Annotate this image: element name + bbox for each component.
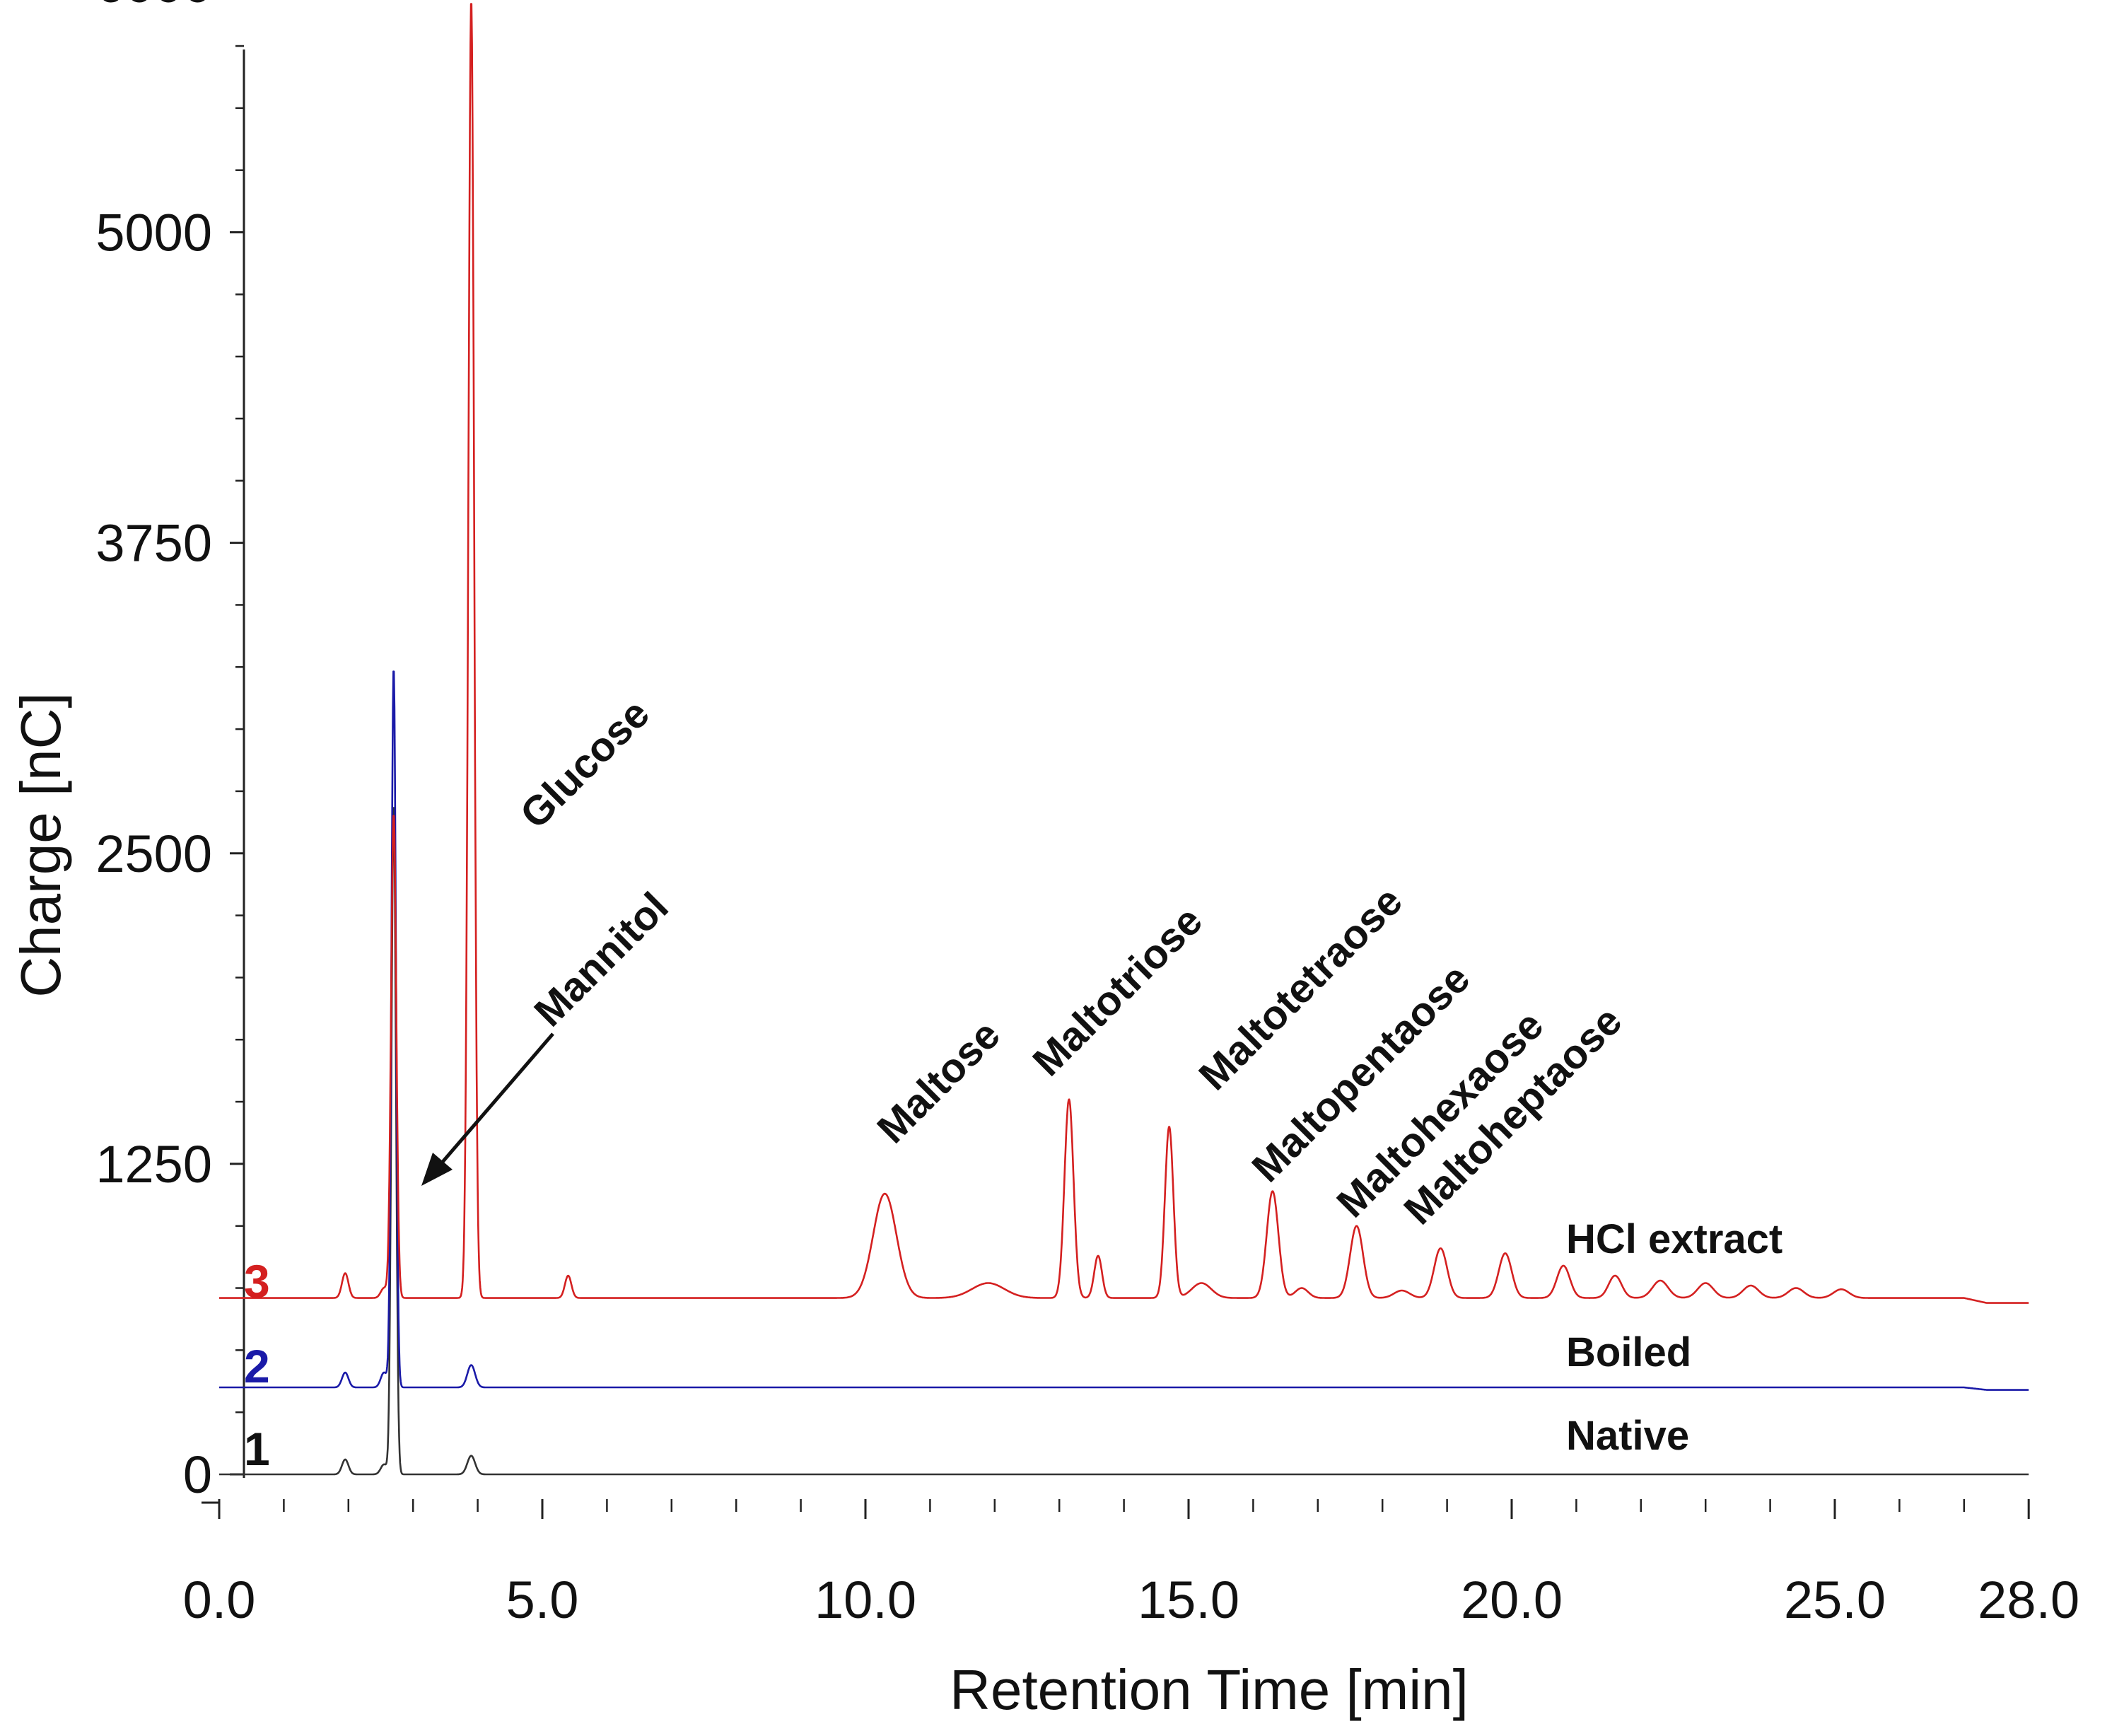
peak-label-mannitol: Mannitol — [525, 884, 677, 1036]
trace-number-2: 2 — [244, 1340, 270, 1392]
trace-label-hcl-extract: HCl extract — [1566, 1216, 1782, 1262]
peak-labels: Glucose Mannitol Maltose Maltotriose Mal… — [511, 690, 1630, 1233]
x-tick-label-5-0: 5.0 — [506, 1571, 579, 1629]
x-tick-label-15-0: 15.0 — [1138, 1571, 1239, 1629]
trace-hcl-extract — [218, 3, 2029, 1304]
y-tick-label-2500: 2500 — [95, 825, 212, 883]
x-tick-label-28-0: 28.0 — [1978, 1571, 2079, 1629]
trace-number-1: 1 — [244, 1423, 270, 1475]
y-tick-label-3750: 3750 — [95, 514, 212, 573]
trace-native — [218, 807, 2029, 1476]
x-ticks: 0.0 5.0 10.0 15.0 20.0 25.0 28.0 — [183, 1499, 2079, 1629]
x-tick-label-20-0: 20.0 — [1461, 1571, 1563, 1629]
y-ticks: 0 1250 2500 3750 5000 6000 — [95, 0, 244, 1504]
peak-label-maltotriose: Maltotriose — [1024, 897, 1211, 1085]
y-minor-ticks — [235, 45, 244, 1414]
traces — [218, 3, 2029, 1476]
y-axis: 0 1250 2500 3750 5000 6000 Charge [nC] — [9, 0, 245, 1504]
x-tick-label-25-0: 25.0 — [1784, 1571, 1886, 1629]
trace-boiled — [218, 670, 2029, 1391]
y-tick-label-0: 0 — [183, 1445, 212, 1504]
y-tick-label-6000: 6000 — [95, 0, 212, 13]
x-axis-title: Retention Time [min] — [950, 1658, 1469, 1721]
peak-label-maltose: Maltose — [868, 1012, 1009, 1153]
trace-labels: HCl extract Boiled Native 3 2 1 — [244, 1216, 1782, 1475]
peak-label-glucose: Glucose — [511, 690, 658, 837]
trace-number-3: 3 — [244, 1255, 270, 1307]
y-axis-title: Charge [nC] — [9, 692, 72, 997]
mannitol-arrow-line — [437, 1032, 554, 1168]
mannitol-arrow-head — [421, 1153, 453, 1186]
trace-label-boiled: Boiled — [1566, 1329, 1691, 1375]
trace-label-native: Native — [1566, 1413, 1689, 1459]
y-tick-label-5000: 5000 — [95, 204, 212, 262]
mannitol-arrow — [421, 1032, 554, 1186]
x-axis: 0.0 5.0 10.0 15.0 20.0 25.0 28.0 Retention Tim… — [183, 1499, 2079, 1721]
x-tick-label-0-0: 0.0 — [183, 1571, 256, 1629]
y-tick-label-1250: 1250 — [95, 1135, 212, 1194]
x-tick-label-10-0: 10.0 — [815, 1571, 916, 1629]
